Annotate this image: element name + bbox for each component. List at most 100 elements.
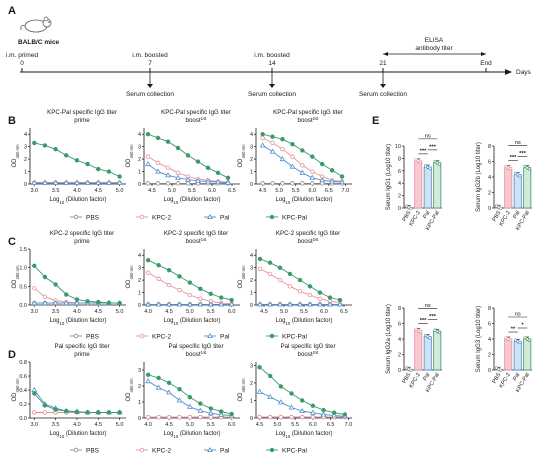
chart-b1-xtick-label-3: 4.5	[94, 188, 102, 194]
chart-b1-point-pal-1	[42, 179, 48, 185]
chart-d2-ytick-label-3: 3	[138, 368, 141, 374]
chart-c2-point-kpc-pal-5	[198, 286, 203, 292]
chart-b3-ytick-label-3: 3	[250, 145, 253, 151]
chart-b2-subtitle: boost1st	[186, 116, 208, 125]
chart-b2-point-pal-6	[205, 178, 211, 184]
chart-b1-point-pal-2	[52, 179, 59, 185]
chart-d3-point-pal-5	[309, 409, 316, 415]
elisa-arrow-left	[383, 52, 388, 56]
chart-c1-point-kpc-pal-2	[53, 282, 58, 287]
chart-b1-point-pal-6	[95, 179, 102, 185]
chart-c2-ytick-label-0: 0	[138, 303, 141, 309]
chart-e1-dot-pal-2	[428, 166, 432, 170]
chart-b3-xtick-label-2: 5.5	[292, 188, 300, 194]
chart-b2-point-pbs-4	[185, 181, 191, 186]
chart-e3-dot-kpc-pal-2	[437, 330, 442, 335]
legend-label-pbs: PBS	[86, 447, 100, 454]
chart-d2-point-kpc-pal-0	[145, 372, 151, 377]
chart-b2-point-pal-5	[195, 177, 201, 183]
panel-a: A BALB/C mice Days i.m. primed 0 i.m. bo…	[6, 5, 532, 98]
chart-c1-subtitle: prime	[74, 238, 90, 245]
chart-d1-subtitle: prime	[74, 351, 90, 358]
chart-b3-point-pal-4	[299, 169, 306, 175]
chart-d3-point-kpc-pal-2	[278, 384, 284, 389]
chart-e4-sig-label-0: **	[511, 327, 516, 333]
chart-e1-ylabel: Serum IgG1 (Log10 titer)	[386, 144, 392, 210]
chart-d1-xtick-label-2: 4.0	[73, 422, 81, 428]
chart-e4-dot-pal-2	[518, 340, 522, 345]
chart-d3-xlabel: Log10 (Dilution factor)	[275, 431, 332, 439]
chart-c1-title: KPC-2 specific IgG titer	[50, 230, 114, 237]
chart-e2-ylabel: Serum IgG2b (Log10 titer)	[476, 142, 482, 212]
chart-c3-ytick-label-1: 1	[250, 291, 253, 297]
chart-d2-point-kpc-pal-2	[166, 380, 172, 385]
chart-c3-point-kpc-pal-5	[307, 284, 313, 289]
chart-c3-point-kpc-pal-3	[287, 271, 293, 277]
chart-b2-point-kpc-pal-8	[225, 175, 231, 180]
chart-d3-point-kpc-2-5	[310, 414, 316, 420]
chart-c2-xtick-label-0: 4.0	[144, 309, 152, 315]
chart-e2-ytick-label-4: 8	[488, 144, 491, 150]
chart-b2-point-kpc-pal-7	[215, 170, 221, 175]
chart-c2-xtick-label-3: 5.5	[207, 309, 215, 315]
chart-e3-ylabel: Serum IgG2a (Log10 titer)	[386, 304, 392, 374]
chart-b1-point-kpc-pal-6	[96, 166, 101, 172]
chart-c2-point-kpc-2-5	[198, 296, 203, 301]
chart-d1-point-kpc-pal-7	[106, 410, 112, 415]
legend-label-pal: Pal	[220, 333, 230, 340]
chart-d2-point-kpc-pal-7	[219, 409, 224, 414]
chart-c2-point-kpc-2-0	[145, 270, 151, 275]
panel-letter-c: C	[8, 236, 16, 248]
timeline-label-end: End	[480, 60, 492, 67]
chart-e3-bar-kpc-pal	[433, 330, 442, 371]
chart-e4-bar-kpc-2	[504, 338, 513, 371]
chart-b3-point-kpc-pal-7	[329, 168, 335, 173]
panel-letter-d: D	[8, 349, 16, 361]
chart-e2-category-pbs: PBS	[492, 210, 503, 223]
chart-d3-subtitle: boost2st	[298, 350, 320, 359]
chart-c2-point-kpc-pal-4	[187, 280, 193, 285]
chart-c3-ytick-label-3: 3	[250, 266, 253, 272]
chart-e3-category-pbs: PBS	[402, 372, 413, 385]
chart-b2-ylabel: OD450 nm	[126, 144, 134, 167]
chart-d1-point-kpc-pal-3	[64, 408, 69, 414]
chart-d2-point-kpc-pal-8	[229, 411, 234, 417]
chart-d3-xtick-label-1: 5.0	[274, 422, 282, 428]
chart-e4-category-pbs: PBS	[492, 372, 503, 385]
chart-d2-ytick-label-1: 1	[138, 400, 141, 406]
chart-e1-category-pal: Pal	[422, 210, 431, 220]
chart-e2-ytick-label-2: 4	[488, 175, 491, 181]
chart-c1-xtick-label-2: 4.0	[73, 309, 81, 315]
chart-e3-bar-pal	[423, 336, 432, 371]
chart-c2-point-kpc-pal-2	[166, 267, 172, 273]
chart-e4-ytick-label-1: 2	[488, 353, 491, 359]
chart-c2-point-pal-1	[155, 301, 162, 307]
chart-c2-point-kpc-pal-3	[177, 274, 182, 279]
legend-marker-kpc-2	[139, 214, 145, 220]
chart-b3-point-pal-1	[269, 148, 276, 154]
chart-e3-dot-pbs-2	[409, 368, 413, 373]
chart-b3-point-kpc-2-1	[270, 140, 275, 146]
chart-c1-xtick-label-4: 5.0	[116, 309, 124, 315]
chart-c3-point-pal-3	[287, 301, 293, 307]
chart-c3-ytick-label-0: 0	[250, 303, 253, 309]
chart-d1-ytick-label-0: 0.0	[19, 416, 27, 422]
panel-letter-a: A	[8, 5, 16, 17]
chart-e3-sig-label-2: ns	[425, 303, 431, 309]
chart-d3-line-kpc-pal	[259, 366, 345, 415]
chart-c3-point-kpc-2-0	[257, 266, 263, 272]
elisa-arrow-right	[481, 52, 486, 56]
chart-d2-xtick-label-0: 4.0	[144, 422, 152, 428]
chart-e3-dot-pal-2	[428, 336, 432, 340]
chart-b2-point-pal-2	[165, 172, 171, 178]
chart-b2-point-pbs-3	[175, 181, 181, 186]
chart-b2-xtick-label-1: 5.0	[168, 188, 176, 194]
chart-c1-point-kpc-pal-7	[106, 300, 112, 305]
chart-b1-ytick-label-0: 0	[24, 182, 27, 188]
chart-b1-xtick-label-1: 3.5	[52, 188, 60, 194]
chart-b3-point-pal-5	[309, 174, 316, 180]
chart-e3-ytick-label-0: 0	[398, 368, 401, 374]
